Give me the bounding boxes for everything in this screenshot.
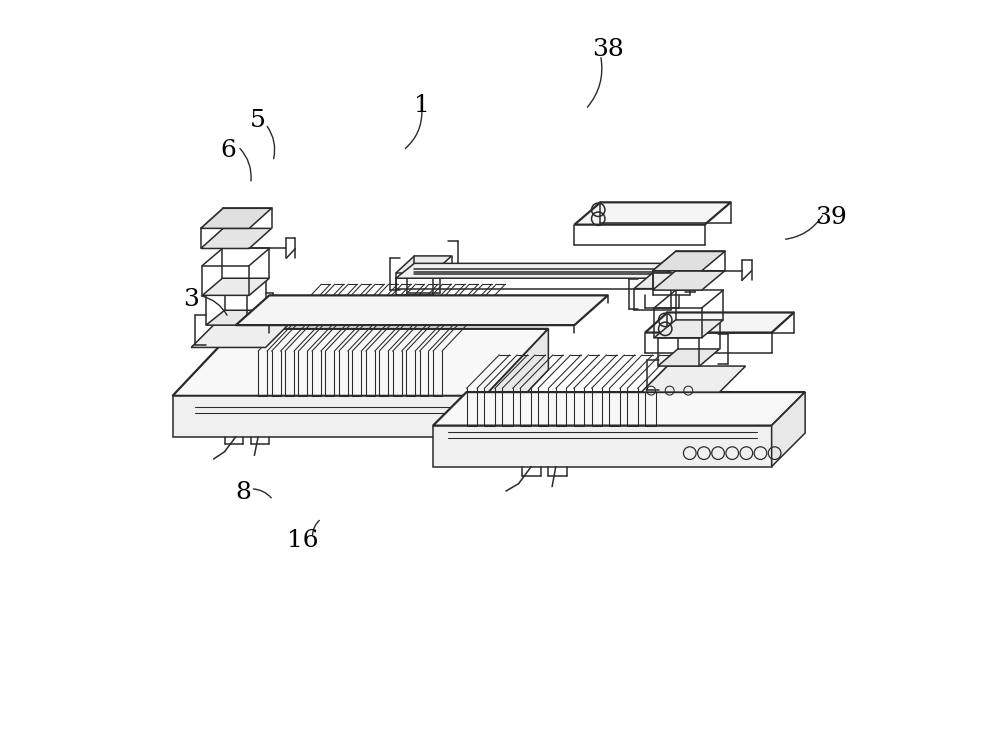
Polygon shape: [485, 329, 548, 437]
Polygon shape: [201, 229, 272, 249]
Text: 3: 3: [183, 288, 199, 311]
Polygon shape: [236, 295, 608, 325]
Polygon shape: [173, 396, 485, 437]
Text: 38: 38: [592, 38, 624, 61]
Text: 16: 16: [287, 530, 319, 553]
Polygon shape: [433, 426, 772, 467]
Polygon shape: [433, 392, 805, 426]
Polygon shape: [645, 312, 794, 332]
Polygon shape: [658, 349, 720, 366]
Text: 1: 1: [414, 94, 430, 117]
Polygon shape: [201, 208, 272, 229]
Text: 6: 6: [220, 139, 236, 162]
Polygon shape: [396, 264, 679, 278]
Polygon shape: [634, 273, 690, 288]
Polygon shape: [202, 278, 269, 295]
Polygon shape: [173, 329, 548, 396]
Polygon shape: [191, 325, 288, 347]
Polygon shape: [574, 202, 731, 225]
Polygon shape: [653, 271, 725, 290]
Text: 8: 8: [235, 481, 251, 504]
Polygon shape: [206, 310, 266, 325]
Polygon shape: [772, 392, 805, 467]
Polygon shape: [396, 256, 452, 273]
Polygon shape: [654, 320, 723, 338]
Text: 5: 5: [250, 109, 266, 132]
Polygon shape: [653, 252, 725, 271]
Polygon shape: [641, 366, 746, 392]
Text: 39: 39: [815, 205, 847, 229]
